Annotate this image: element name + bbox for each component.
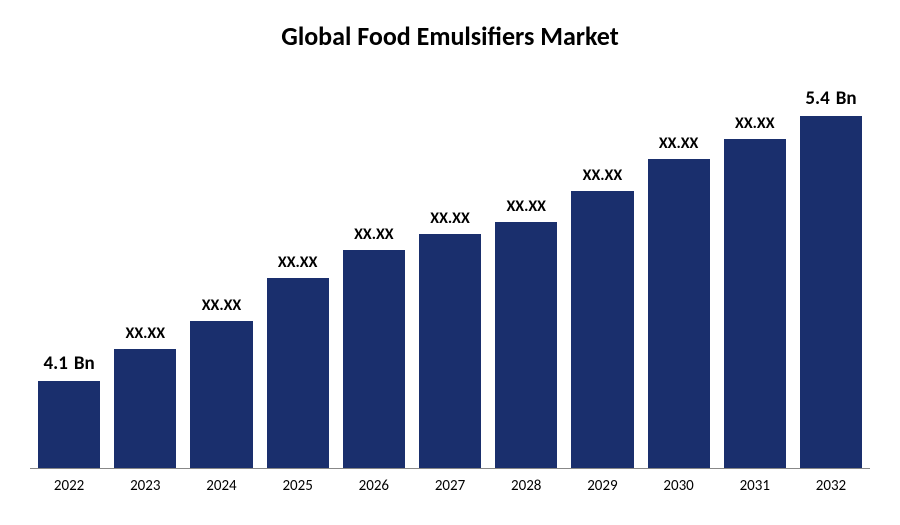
bar-value-label: 4.1 Bn: [43, 352, 94, 375]
bar-value-label: 5.4 Bn: [805, 87, 856, 110]
bar-slot: XX.XX: [648, 72, 710, 468]
bar: [114, 349, 176, 468]
bar-value-label: XX.XX: [506, 197, 546, 216]
bar: [571, 191, 633, 468]
bar: [495, 222, 557, 468]
bar-value-label: XX.XX: [659, 134, 699, 153]
bar-value-unit: Bn: [836, 87, 857, 110]
bar-slot: 4.1 Bn: [38, 72, 100, 468]
x-axis-tick: 2030: [648, 477, 710, 495]
bar-value-label: XX.XX: [278, 253, 318, 272]
bar-slot: XX.XX: [114, 72, 176, 468]
bar: [190, 321, 252, 468]
x-axis-tick: 2028: [495, 477, 557, 495]
bar-value-label: XX.XX: [583, 166, 623, 185]
plot-area: 4.1 Bn XX.XX XX.XX XX.XX XX.XX XX.XX XX.XX XX.XX…: [30, 72, 870, 495]
x-axis-tick: 2026: [343, 477, 405, 495]
x-axis: 2022 2023 2024 2025 2026 2027 2028 2029 2030 2031…: [30, 469, 870, 495]
x-axis-tick: 2024: [190, 477, 252, 495]
bar: [38, 381, 100, 468]
bar-value-label: XX.XX: [735, 114, 775, 133]
bar: [648, 159, 710, 468]
bar: [267, 278, 329, 468]
bar: [724, 139, 786, 468]
bar-slot: XX.XX: [495, 72, 557, 468]
bar-slot: XX.XX: [343, 72, 405, 468]
bar-slot: XX.XX: [267, 72, 329, 468]
bar-value-number: 4.1: [43, 352, 67, 375]
bar-slot: XX.XX: [419, 72, 481, 468]
bar-slot: XX.XX: [571, 72, 633, 468]
x-axis-tick: 2023: [114, 477, 176, 495]
bar: [800, 116, 862, 468]
x-axis-tick: 2032: [800, 477, 862, 495]
bar-value-label: XX.XX: [202, 296, 242, 315]
bar-value-label: XX.XX: [354, 225, 394, 244]
bar-value-label: XX.XX: [126, 324, 166, 343]
bar: [343, 250, 405, 468]
bar: [419, 234, 481, 468]
x-axis-tick: 2025: [267, 477, 329, 495]
chart-title: Global Food Emulsifiers Market: [30, 20, 870, 52]
bar-value-label: XX.XX: [430, 209, 470, 228]
bar-slot: 5.4 Bn: [800, 72, 862, 468]
bars-region: 4.1 Bn XX.XX XX.XX XX.XX XX.XX XX.XX XX.XX XX.XX…: [30, 72, 870, 469]
x-axis-tick: 2029: [571, 477, 633, 495]
chart-container: Global Food Emulsifiers Market 4.1 Bn XX.X…: [0, 0, 900, 525]
x-axis-tick: 2022: [38, 477, 100, 495]
bar-slot: XX.XX: [724, 72, 786, 468]
bar-value-unit: Bn: [74, 352, 95, 375]
bar-slot: XX.XX: [190, 72, 252, 468]
bar-value-number: 5.4: [805, 87, 829, 110]
x-axis-tick: 2031: [724, 477, 786, 495]
x-axis-tick: 2027: [419, 477, 481, 495]
